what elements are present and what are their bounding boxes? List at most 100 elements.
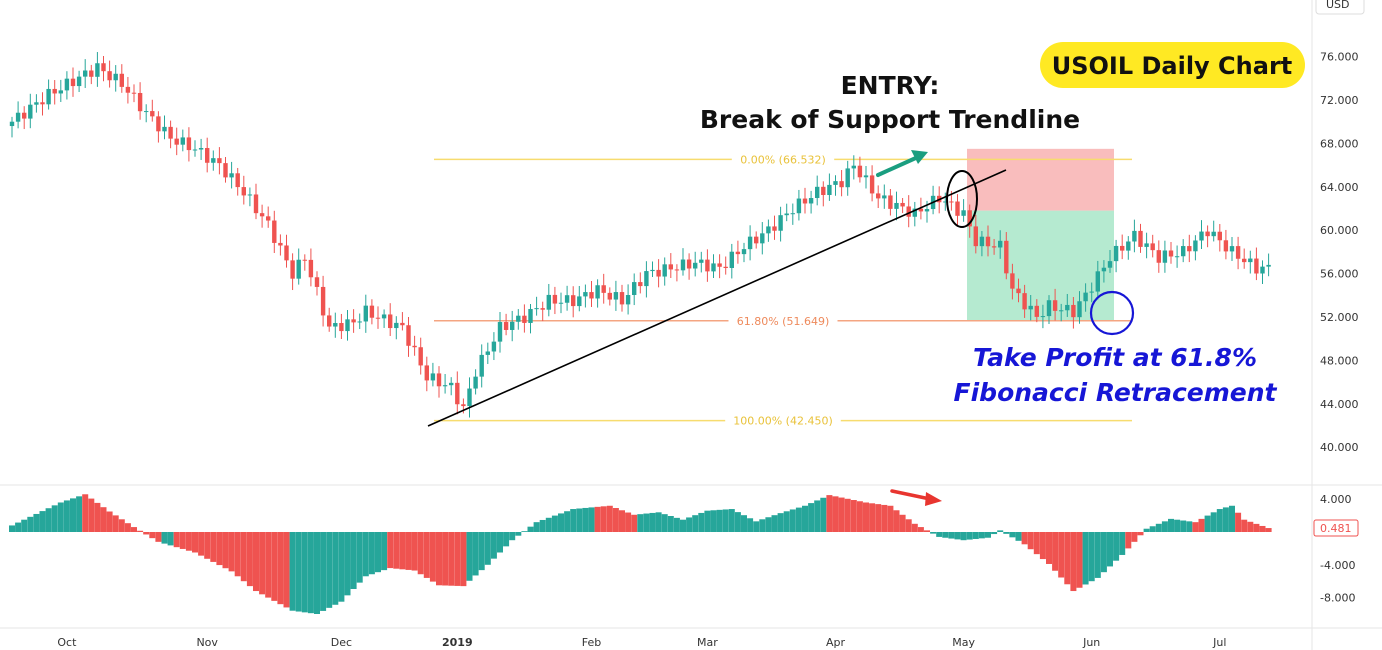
candle-body xyxy=(424,365,429,381)
oscillator-bar xyxy=(240,532,247,582)
fib-level-label: 0.00% (66.532) xyxy=(740,153,826,166)
candle-body xyxy=(205,148,210,163)
candle-body xyxy=(949,201,954,203)
oscillator-bar xyxy=(1198,518,1205,532)
candle-body xyxy=(888,195,893,209)
take-profit-zone xyxy=(967,210,1114,321)
oscillator-bar xyxy=(985,532,991,538)
candle-body xyxy=(918,208,924,212)
oscillator-bar xyxy=(1174,519,1181,532)
oscillator-bar xyxy=(722,509,729,532)
candle-body xyxy=(1223,240,1229,252)
oscillator-bar xyxy=(1082,532,1089,585)
oscillator-bar xyxy=(1204,515,1211,532)
oscillator-bar xyxy=(405,532,412,570)
candle-body xyxy=(442,385,448,387)
time-tick-label: Dec xyxy=(331,636,352,649)
candle-body xyxy=(1235,246,1241,259)
candle-body xyxy=(693,262,698,269)
oscillator-bar xyxy=(704,510,711,532)
candle-body xyxy=(1089,291,1094,293)
candle-body xyxy=(632,282,637,295)
oscillator-bar xyxy=(1192,522,1199,532)
oscillator-bar xyxy=(856,501,863,532)
oscillator-bar xyxy=(917,527,924,532)
candle-body xyxy=(70,78,76,87)
oscillator-bar xyxy=(1247,521,1254,532)
oscillator-bar xyxy=(1216,509,1223,532)
oscillator-bar xyxy=(375,532,381,573)
oscillator-bar xyxy=(1125,532,1132,549)
support-trendline[interactable] xyxy=(427,169,1007,427)
candle-body xyxy=(333,323,338,327)
candle-body xyxy=(625,294,631,305)
oscillator-bar xyxy=(1113,532,1120,561)
oscillator-bar xyxy=(795,507,802,532)
time-tick-label: 2019 xyxy=(442,636,473,649)
candle-body xyxy=(406,325,411,346)
candle-body xyxy=(46,88,51,105)
candle-body xyxy=(613,292,619,300)
candle-body xyxy=(375,317,381,319)
candle-body xyxy=(1181,246,1186,257)
candle-body xyxy=(1113,245,1119,262)
oscillator-bar xyxy=(1027,532,1034,550)
oscillator-bar xyxy=(887,505,894,532)
candle-body xyxy=(754,236,759,244)
oscillator-bar xyxy=(844,498,851,532)
candle-body xyxy=(247,194,253,196)
candle-body xyxy=(906,206,911,217)
oscillator-bar xyxy=(1003,532,1010,534)
candle-body xyxy=(790,213,795,215)
candle-body xyxy=(1174,256,1180,258)
candle-body xyxy=(339,323,344,332)
candle-body xyxy=(150,111,155,117)
oscillator-bar xyxy=(1259,525,1266,532)
candle-body xyxy=(119,73,124,87)
oscillator-bar xyxy=(814,500,821,532)
oscillator-bar xyxy=(570,509,577,532)
oscillator-bar xyxy=(143,532,150,535)
oscillator-bar xyxy=(966,532,973,540)
candle-body xyxy=(58,90,63,94)
oscillator-bar xyxy=(515,532,522,536)
oscillator-bar xyxy=(789,509,796,532)
oscillator-bar xyxy=(399,532,406,570)
candle-body xyxy=(1138,230,1143,247)
oscillator-bar xyxy=(612,508,619,532)
oscillator-bar xyxy=(356,532,363,583)
oscillator-bar xyxy=(686,517,693,532)
oscillator-bar xyxy=(112,515,119,532)
candle-body xyxy=(1199,231,1204,241)
oscillator-bar xyxy=(204,532,211,559)
oscillator-bar xyxy=(533,522,540,532)
candle-body xyxy=(552,294,558,304)
oscillator-bar xyxy=(277,532,284,605)
candle-body xyxy=(455,382,460,405)
oscillator-bar xyxy=(1265,528,1272,532)
candle-body xyxy=(766,226,771,234)
oscillator-bar xyxy=(893,510,900,532)
chart-title: USOIL Daily Chart xyxy=(1052,52,1293,80)
oscillator-bar xyxy=(173,532,180,548)
candle-body xyxy=(540,308,545,310)
oscillator-bar xyxy=(576,508,583,532)
candle-body xyxy=(9,121,15,127)
oscillator-bar xyxy=(1015,532,1022,541)
candle-body xyxy=(522,315,527,323)
oscillator-bar xyxy=(1149,526,1156,532)
oscillator-bar xyxy=(1119,532,1126,555)
candle-body xyxy=(1083,292,1088,302)
candle-body xyxy=(924,209,930,212)
candle-body xyxy=(64,78,70,91)
candle-body xyxy=(345,319,350,332)
oscillator-bar xyxy=(539,519,546,532)
candle-body xyxy=(192,149,198,151)
candle-body xyxy=(595,285,600,299)
oscillator-bar xyxy=(527,526,534,532)
oscillator-bar xyxy=(82,494,89,532)
oscillator-bar xyxy=(564,511,571,532)
oscillator-bar xyxy=(289,532,296,611)
time-tick-label: Apr xyxy=(826,636,846,649)
